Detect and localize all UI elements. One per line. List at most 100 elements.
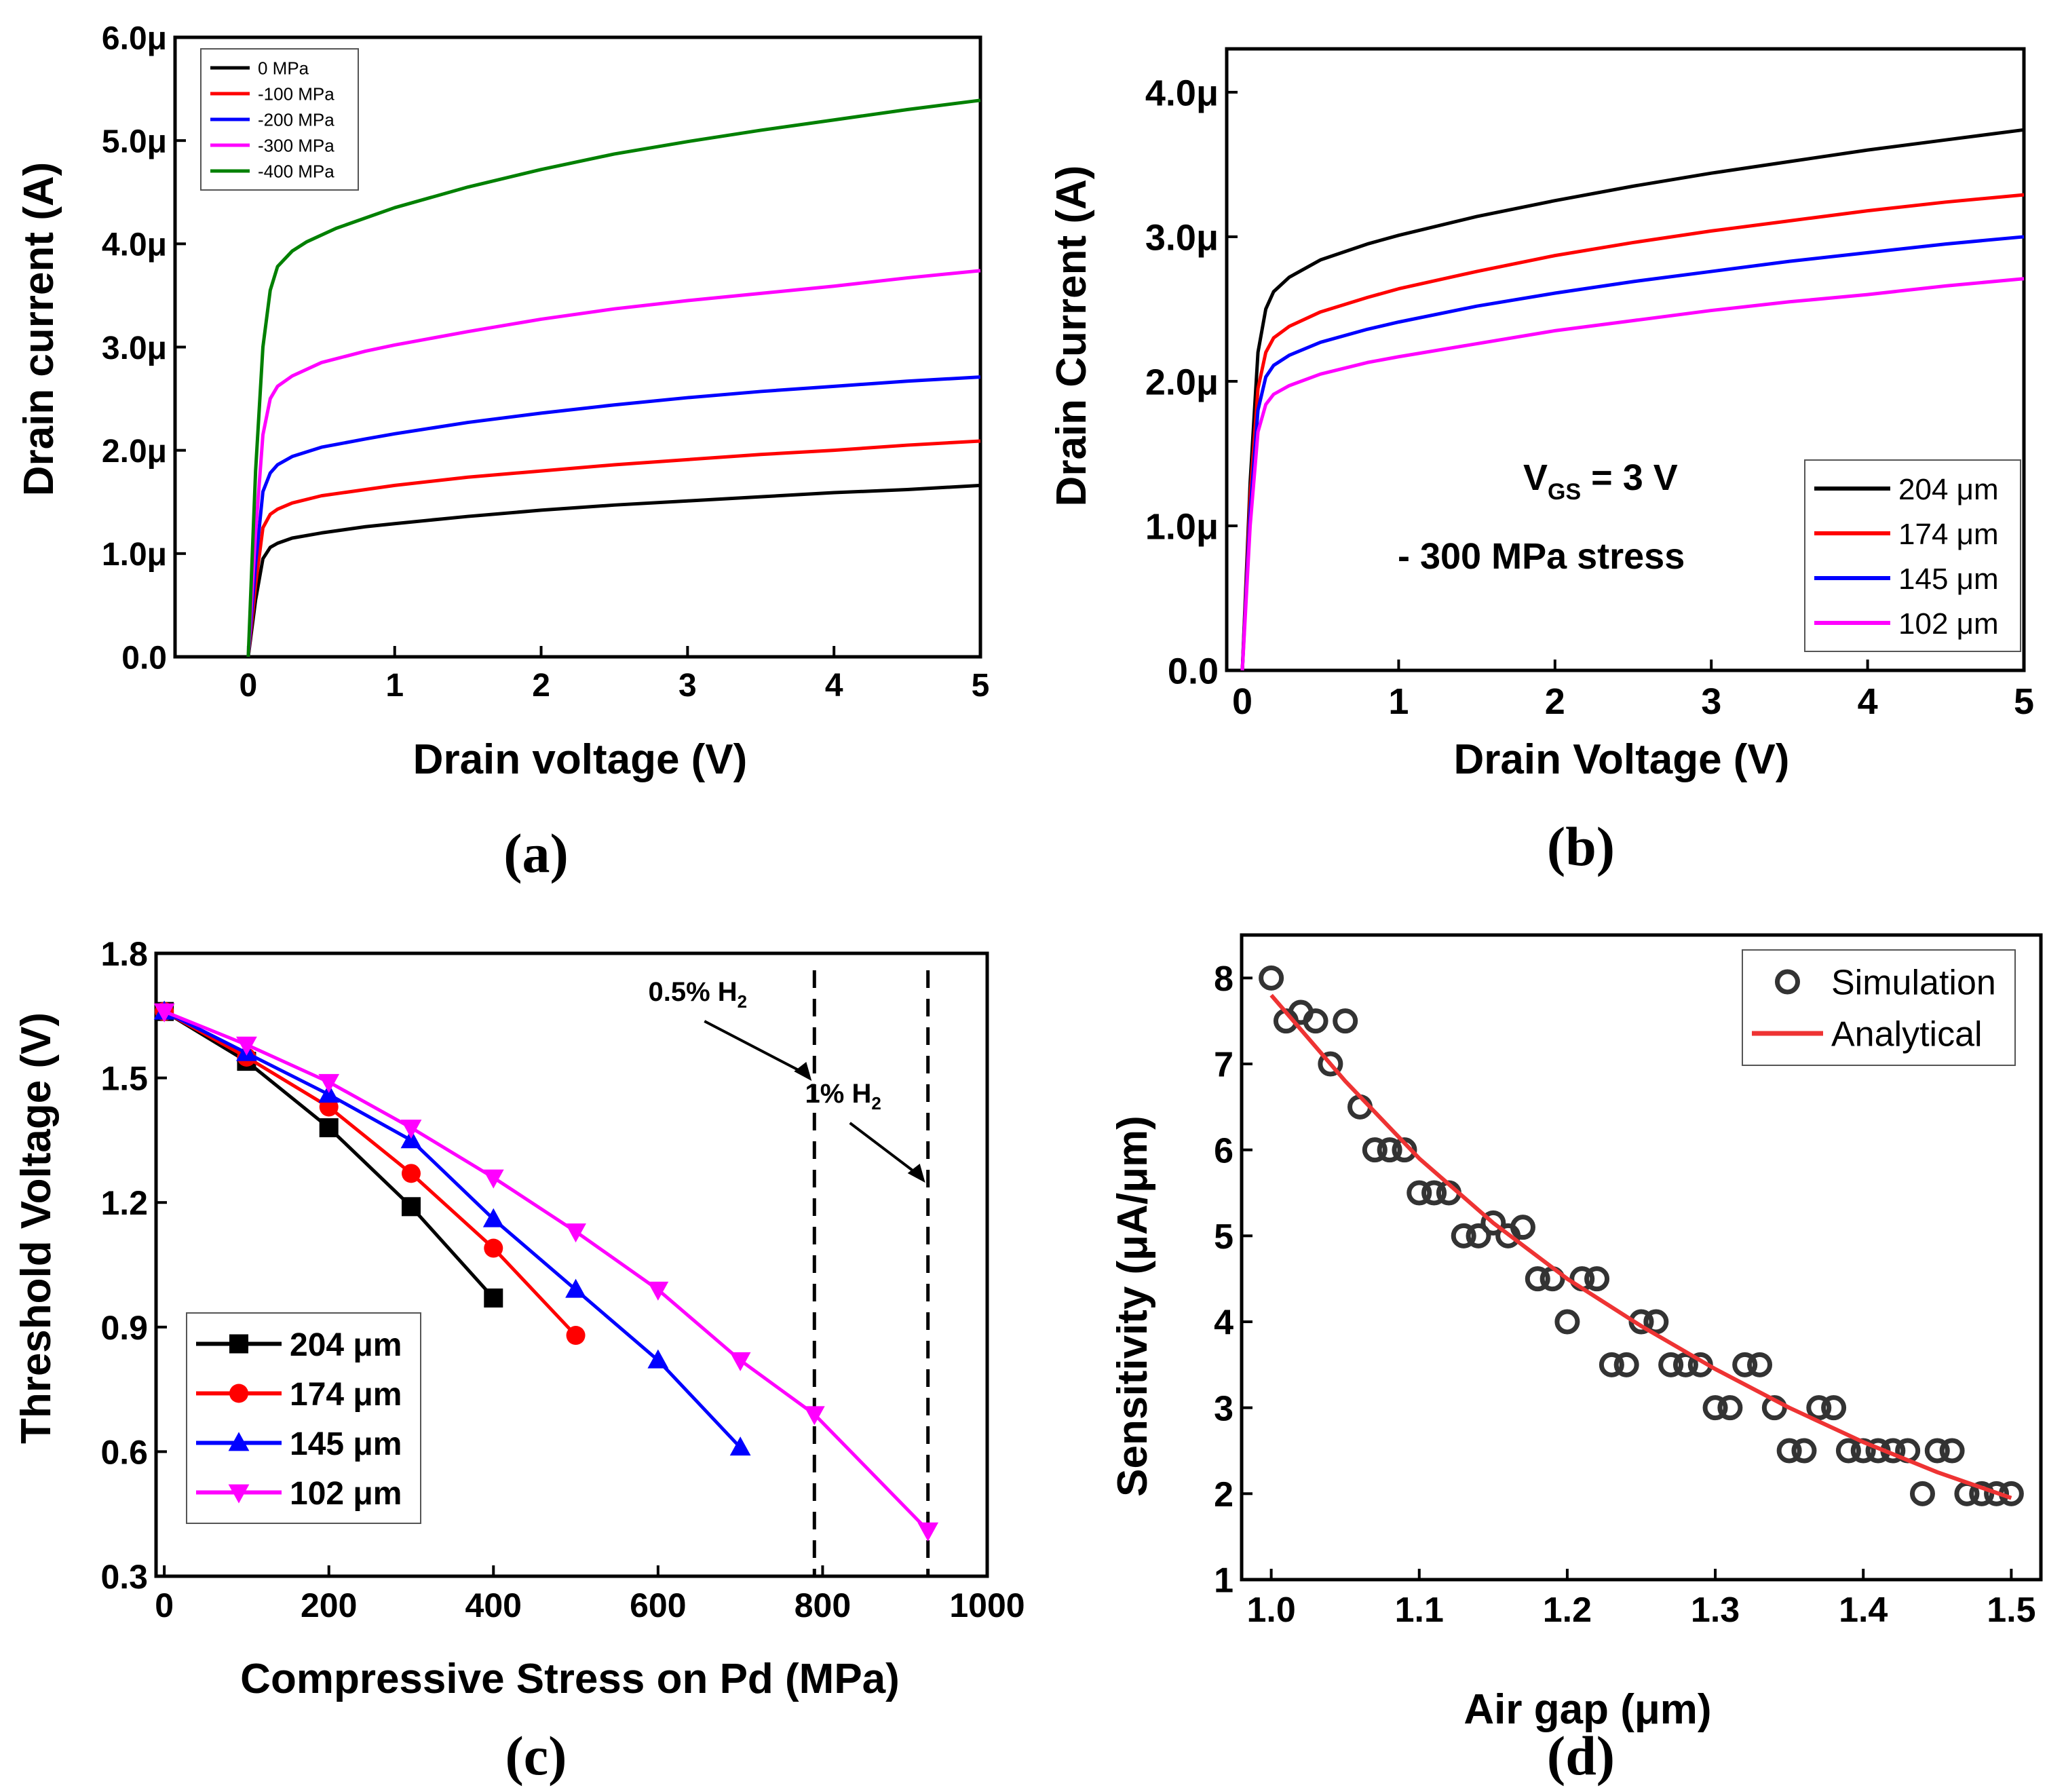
panel-c-series-102-m-line (164, 1010, 930, 1532)
panel-c-x-axis-label: Compressive Stress on Pd (MPa) (240, 1656, 900, 1702)
panel-a-series-400-mpa-line (246, 98, 981, 657)
panel-b-y-tick-label: 0.0 (1168, 651, 1219, 691)
panel-d-series-simulation-point (1924, 1438, 1950, 1464)
panel-a-y-tick-label: 5.0μ (102, 123, 167, 159)
panel-d-series-simulation-point (1377, 1137, 1402, 1163)
panel-d-series-simulation-point (1599, 1352, 1624, 1377)
panel-d-series-simulation-point (1732, 1352, 1758, 1377)
panel-d-legend-box (1742, 949, 2016, 1066)
panel-a-y-tick-label: 6.0μ (102, 20, 167, 56)
panel-c-series-145-m-point (647, 1349, 669, 1369)
panel-c-legend-label: 145 μm (290, 1426, 402, 1462)
panel-a-series-300-mpa-line (246, 269, 981, 657)
panel-d-x-tick-label: 1.1 (1395, 1590, 1444, 1630)
panel-b-legend-box (1804, 459, 2021, 652)
panel-a-legend-label: 0 MPa (258, 58, 309, 78)
panel-c-legend-label: 174 μm (290, 1377, 402, 1413)
panel-a-series-100-mpa-line (246, 439, 981, 657)
panel-d-series-simulation-point (1510, 1215, 1535, 1240)
panel-d-series-simulation-point (1407, 1180, 1432, 1206)
panel-c-series-102-m-point (153, 1003, 175, 1023)
panel-b-x-tick-label: 5 (2014, 681, 2034, 722)
panel-c-series-102-m-point (565, 1223, 586, 1243)
panel-d-y-tick-label: 2 (1214, 1475, 1233, 1514)
panel-b-x-tick-label: 3 (1701, 681, 1721, 722)
panel-c-h2-threshold-label: 0.5% H2 (648, 977, 747, 1012)
panel-c-label: (c) (505, 1725, 567, 1787)
panel-c-y-tick-label: 0.6 (100, 1433, 148, 1471)
panel-d: 1.0 1.1 1.2 1.3 1.4 1.5 1 2 3 4 5 6 7 8 Simulation Anal… (1109, 933, 2043, 1787)
panel-b-series-145-m-line (1240, 235, 2025, 671)
panel-c-series-145-m-point (482, 1208, 504, 1227)
panel-b-legend-label: 102 μm (1898, 607, 1999, 641)
panel-b-x-tick-label: 2 (1545, 681, 1565, 722)
panel-c-series-174-m-point (401, 1164, 421, 1183)
panel-c: 0 200 400 600 800 1000 0.3 0.6 0.9 1.2 1.5 1.8 0.5% … (13, 935, 1025, 1787)
panel-d-y-tick-label: 4 (1214, 1303, 1233, 1343)
panel-d-series-simulation-point (1318, 1051, 1343, 1077)
panel-c-y-tick-label: 0.9 (100, 1309, 148, 1347)
panel-d-series-simulation-point (1333, 1008, 1358, 1034)
panel-b-series-174-m-line (1240, 193, 2025, 671)
panel-a-y-tick-label: 1.0μ (102, 537, 167, 573)
panel-a-y-axis-label: Drain current (A) (16, 162, 62, 497)
panel-a-legend-label: -100 MPa (258, 83, 334, 104)
panel-c-series-102-m-point (729, 1352, 751, 1371)
panel-a-x-axis-label: Drain voltage (V) (413, 736, 748, 783)
panel-c-x-tick-label: 600 (630, 1586, 686, 1624)
panel-b-x-tick-label: 1 (1388, 681, 1409, 722)
panel-c-x-tick-label: 200 (301, 1586, 357, 1624)
panel-d-series-simulation-point (1362, 1137, 1388, 1163)
panel-c-series-145-m-point (729, 1436, 751, 1456)
panel-b-plot-area: 0 1 2 3 4 5 0.0 1.0μ 2.0μ 3.0μ 4.0μ 204 μm 174 μm 145… (1145, 47, 2034, 722)
panel-d-series-simulation-point (1525, 1266, 1550, 1292)
panel-d-series-simulation-point (1791, 1438, 1817, 1464)
panel-d-series-simulation-point (1451, 1223, 1476, 1248)
panel-a-x-tick-label: 3 (678, 668, 697, 704)
panel-c-x-tick-label: 1000 (949, 1586, 1025, 1624)
panel-c-series-102-m-point (917, 1522, 939, 1542)
panel-d-series-simulation-point (1466, 1223, 1491, 1248)
panel-d-series-simulation-point (1821, 1395, 1847, 1421)
panel-a-plot-area: 0 1 2 3 4 5 0.0 1.0μ 2.0μ 3.0μ 4.0μ 5.0μ 6.0μ 0 MPa -1… (102, 20, 989, 704)
panel-c-series-174-m-line (163, 1010, 577, 1337)
panel-c-series-174-m-point (566, 1326, 586, 1346)
panel-b-y-tick-label: 2.0μ (1145, 362, 1219, 402)
panel-c-h2-threshold-arrowhead (907, 1164, 925, 1183)
panel-d-series-simulation-point (1658, 1352, 1684, 1377)
panel-d-legend-swatch-marker (1775, 969, 1800, 995)
panel-c-h2-threshold-label: 1% H2 (805, 1079, 881, 1113)
panel-d-series-simulation-point (1984, 1481, 2010, 1506)
panel-b-series-204-m-line (1240, 128, 2025, 671)
panel-c-y-tick-label: 1.2 (100, 1184, 148, 1222)
panel-b-annotation-stress: - 300 MPa stress (1398, 536, 1685, 577)
panel-b-legend-label: 174 μm (1898, 518, 1999, 551)
panel-d-series-simulation-point (1702, 1395, 1728, 1421)
panel-c-series-102-m-point (482, 1169, 504, 1189)
panel-d-y-tick-label: 7 (1214, 1046, 1233, 1085)
panel-c-h2-threshold-arrow (849, 1122, 921, 1177)
panel-d-series-simulation-point (1909, 1481, 1935, 1506)
panel-c-series-145-m-point (318, 1083, 340, 1103)
panel-c-series-102-m-point (803, 1406, 825, 1426)
panel-d-series-simulation-point (1303, 1008, 1328, 1034)
panel-b-axes-frame (1225, 47, 2026, 672)
panel-c-series-102-m-point (318, 1073, 340, 1093)
panel-b-y-tick-label: 3.0μ (1145, 217, 1219, 258)
panel-d-series-simulation-point (1672, 1352, 1698, 1377)
panel-d-series-analytical-line (1269, 993, 2012, 1500)
panel-b-annotation-vgs: VGS = 3 V (1523, 457, 1678, 505)
panel-b-y-tick-label: 4.0μ (1145, 73, 1219, 113)
panel-c-x-tick-label: 0 (155, 1586, 174, 1624)
panel-b-y-tick-label: 1.0μ (1145, 506, 1219, 547)
panel-c-h2-threshold-arrow (704, 1020, 807, 1075)
panel-c-legend-swatch-marker (228, 1432, 250, 1451)
panel-d-x-tick-label: 1.2 (1543, 1590, 1592, 1630)
panel-c-legend-swatch-marker (229, 1334, 248, 1354)
panel-c-legend-swatch-marker (229, 1384, 248, 1403)
panel-d-y-tick-label: 3 (1214, 1389, 1233, 1428)
panel-c-x-tick-label: 400 (465, 1586, 522, 1624)
panel-d-series-simulation-point (1806, 1395, 1832, 1421)
panel-b-legend-label: 145 μm (1898, 563, 1999, 596)
panel-d-y-tick-label: 6 (1214, 1131, 1233, 1170)
